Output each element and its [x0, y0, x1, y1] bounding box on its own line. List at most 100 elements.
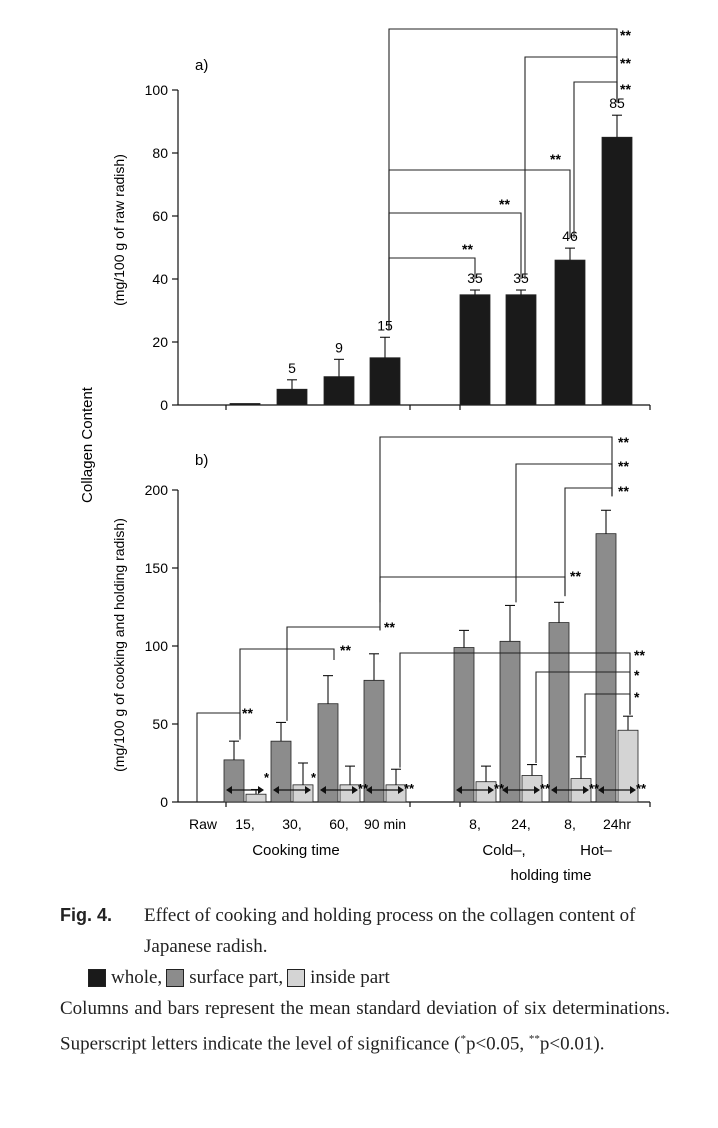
arrow-head: [630, 786, 636, 794]
collagen-figure: 0 20 40 60 80 100 a) (mg/100 g of raw radish) 5 9…: [79, 27, 651, 884]
significance-label: **: [618, 458, 629, 474]
significance-label: **: [462, 241, 473, 257]
arrow-head: [534, 786, 540, 794]
arrow-head: [366, 786, 372, 794]
pair-significance-label: *: [311, 770, 317, 785]
significance-label: **: [570, 568, 581, 584]
caption-notes: Columns and bars represent the mean stan…: [60, 993, 670, 1059]
significance-bracket: [535, 671, 631, 763]
data-label: 85: [609, 95, 625, 111]
bar-surface-part: [453, 647, 475, 803]
x-tick-label: 60,: [329, 816, 348, 832]
arrow-head: [488, 786, 494, 794]
figure-caption: Fig. 4. Effect of cooking and holding pr…: [60, 900, 670, 1059]
legend-label-inside: inside part: [310, 967, 390, 988]
arrow-head: [352, 786, 358, 794]
pair-significance-label: **: [589, 781, 600, 796]
significance-bracket: [524, 56, 618, 279]
p1-mark: *: [460, 1033, 466, 1045]
x-tick-label: 8,: [564, 816, 576, 832]
pair-significance-label: *: [264, 770, 270, 785]
panel-label: b): [195, 452, 208, 469]
bar-surface-part: [595, 533, 617, 803]
hot-holding-label: Hot–: [580, 842, 612, 859]
arrow-head: [598, 786, 604, 794]
x-tick-label: 15,: [235, 816, 254, 832]
cold-holding-label: Cold–,: [482, 842, 525, 859]
x-tick-label: 8,: [469, 816, 481, 832]
significance-label: **: [384, 619, 395, 635]
legend-swatch-whole: [88, 968, 106, 987]
panel-a-chart: 0 20 40 60 80 100 a) (mg/100 g of raw radish) 5 9…: [111, 27, 651, 413]
y-tick-label: 100: [145, 82, 169, 98]
significance-bracket: [515, 463, 613, 603]
arrow-head: [305, 786, 311, 794]
y-tick-label: 40: [152, 271, 168, 287]
y-tick-label: 60: [152, 208, 168, 224]
bar-whole: [601, 136, 633, 406]
caption-notes-text: Columns and bars represent the mean stan…: [60, 998, 670, 1055]
arrow-head: [502, 786, 508, 794]
caption-legend: whole, surface part, inside part: [84, 962, 670, 993]
bar-whole: [554, 259, 586, 406]
bar-inside-part: [339, 784, 361, 803]
arrow-head: [273, 786, 279, 794]
y-tick-label: 150: [145, 560, 169, 576]
y-tick-label: 0: [160, 794, 168, 810]
y-tick-label: 50: [152, 716, 168, 732]
y-tick-label: 200: [145, 482, 169, 498]
bar-whole: [276, 388, 308, 406]
caption-label: Fig. 4.: [60, 905, 113, 925]
bar-inside-part: [292, 784, 314, 803]
significance-label: **: [242, 705, 253, 721]
panel-b-chart: 0 50 100 150 200 b) (mg/100 g of cooking and h…: [111, 434, 651, 832]
arrow-head: [398, 786, 404, 794]
pair-significance-label: **: [404, 781, 415, 796]
bar-surface-part: [223, 759, 245, 803]
bar-inside-part: [245, 793, 267, 803]
pair-significance-label: **: [494, 781, 505, 796]
significance-label: *: [634, 689, 640, 705]
significance-label: **: [550, 151, 561, 167]
y-axis-label: (mg/100 g of cooking and holding radish): [111, 518, 127, 772]
p2-text: p<0.01).: [539, 1033, 605, 1055]
bar-surface-part: [270, 740, 292, 803]
significance-bracket: [584, 693, 631, 756]
arrow-head: [258, 786, 264, 794]
legend-swatch-surface: [166, 968, 185, 987]
bar-inside-part: [617, 729, 639, 803]
significance-bracket: [379, 576, 566, 631]
significance-bracket: [573, 81, 618, 239]
p1-text: p<0.05,: [465, 1033, 525, 1055]
legend-label-whole: whole,: [111, 967, 163, 988]
bar-inside-part: [475, 781, 497, 803]
caption-title: Effect of cooking and holding process on…: [144, 905, 636, 957]
x-tick-label: 24,: [511, 816, 530, 832]
significance-bracket: [388, 212, 522, 330]
bar-whole: [459, 294, 491, 406]
bar-whole: [323, 376, 355, 406]
bar-inside-part: [521, 775, 543, 803]
significance-label: *: [634, 667, 640, 683]
x-tick-label: Raw: [189, 816, 218, 832]
y-axis-label: (mg/100 g of raw radish): [111, 154, 127, 306]
bar-surface-part: [548, 622, 570, 803]
x-tick-label: 24hr: [603, 816, 631, 832]
significance-label: **: [620, 81, 631, 97]
significance-label: **: [499, 196, 510, 212]
bar-whole: [505, 294, 537, 406]
arrow-head: [551, 786, 557, 794]
significance-label: **: [618, 434, 629, 450]
pair-significance-label: **: [636, 781, 647, 796]
significance-bracket: [564, 487, 613, 597]
y-tick-label: 20: [152, 334, 168, 350]
y-tick-label: 0: [160, 397, 168, 413]
significance-label: **: [634, 647, 645, 663]
main-y-axis-label: Collagen Content: [79, 386, 96, 503]
data-label: 9: [335, 339, 343, 355]
significance-label: **: [340, 642, 351, 658]
holding-time-label: holding time: [511, 867, 592, 884]
significance-label: **: [620, 55, 631, 71]
bar-whole: [229, 403, 261, 406]
x-tick-label: 30,: [282, 816, 301, 832]
